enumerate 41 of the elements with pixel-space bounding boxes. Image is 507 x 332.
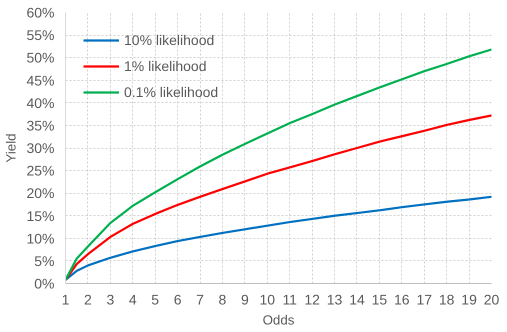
line-series: [66, 48, 492, 281]
y-tick-label: 15%: [26, 208, 55, 224]
legend-label: 1% likelihood: [124, 58, 206, 74]
y-tick-label: 5%: [34, 252, 54, 269]
x-tick-label: 11: [282, 292, 298, 308]
y-tick-label: 35%: [26, 117, 55, 134]
y-tick-label: 30%: [26, 140, 55, 156]
legend-label: 0.1% likelihood: [124, 84, 218, 100]
x-tick-label: 6: [174, 292, 182, 308]
x-tick-label: 20: [484, 292, 500, 308]
y-tick-label: 10%: [26, 230, 55, 246]
y-axis-title: Yield: [3, 133, 18, 163]
x-tick-label: 13: [326, 292, 343, 308]
x-tick-label: 9: [240, 292, 249, 308]
x-tick-label: 10: [260, 292, 276, 308]
x-tick-label: 3: [106, 292, 114, 308]
line-series: [66, 114, 492, 281]
x-tick-label: 19: [461, 292, 478, 308]
x-tick-label: 4: [128, 292, 137, 308]
y-tick-label: 45%: [26, 72, 55, 88]
line-series: [66, 196, 492, 281]
y-tick-label: 20%: [26, 185, 55, 202]
y-tick-label: 50%: [26, 50, 55, 66]
x-tick-label: 14: [349, 292, 365, 308]
x-tick-label: 2: [84, 292, 92, 308]
x-tick-label: 7: [196, 292, 204, 308]
y-tick-label: 25%: [26, 162, 55, 179]
y-tick-label: 55%: [26, 27, 55, 44]
x-tick-label: 12: [304, 292, 320, 308]
y-tick-label: 0%: [34, 276, 54, 292]
x-tick-label: 17: [416, 292, 432, 308]
x-tick-label: 8: [218, 292, 227, 308]
y-tick-label: 60%: [26, 4, 55, 20]
x-tick-label: 1: [62, 292, 70, 308]
legend-label: 10% likelihood: [124, 32, 214, 48]
x-tick-label: 5: [151, 292, 160, 308]
x-tick-label: 15: [372, 292, 388, 308]
x-axis-title: Odds: [262, 312, 295, 328]
y-tick-label: 40%: [26, 94, 55, 111]
x-tick-label: 16: [394, 292, 410, 308]
x-tick-label: 18: [438, 292, 455, 308]
